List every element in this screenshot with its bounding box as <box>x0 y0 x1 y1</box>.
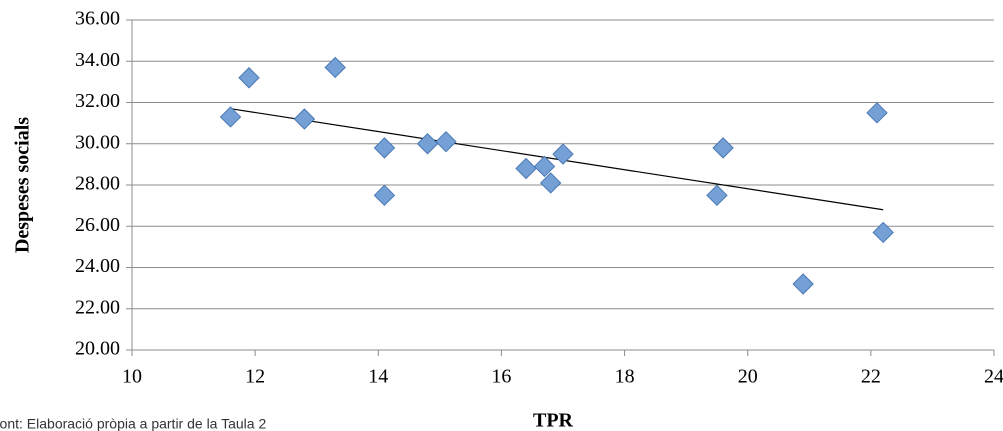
x-tick-label: 22 <box>861 366 881 388</box>
y-tick-label: 30.00 <box>75 131 120 153</box>
point <box>416 133 439 155</box>
x-tick-label: 24 <box>984 366 1003 388</box>
point <box>324 56 346 79</box>
point <box>435 130 457 153</box>
x-tick-label: 10 <box>122 366 142 388</box>
point <box>533 155 556 178</box>
point <box>539 172 562 194</box>
point <box>293 108 316 130</box>
point <box>238 67 260 89</box>
x-tick-label: 12 <box>245 366 265 388</box>
x-axis-label: TPR <box>533 410 574 431</box>
point <box>373 137 396 159</box>
point <box>515 157 537 180</box>
y-tick-label: 36.00 <box>75 8 120 30</box>
x-tick-label: 20 <box>738 366 758 388</box>
y-tick-label: 24.00 <box>75 255 120 277</box>
footnote: Font: Elaboració pròpia a partir de la T… <box>0 416 266 431</box>
y-tick-label: 34.00 <box>75 49 120 71</box>
point <box>792 273 814 295</box>
y-tick-label: 26.00 <box>75 214 120 236</box>
point <box>219 106 242 128</box>
x-tick-label: 16 <box>491 366 511 388</box>
point <box>872 221 894 244</box>
y-tick-label: 22.00 <box>75 296 120 318</box>
x-tick-label: 18 <box>615 366 635 388</box>
point <box>552 143 574 165</box>
point <box>706 184 728 207</box>
point <box>866 102 888 124</box>
y-axis-label: Despeses socials <box>12 117 34 253</box>
point <box>712 137 734 159</box>
y-tick-label: 32.00 <box>75 90 120 112</box>
y-tick-label: 28.00 <box>75 173 120 195</box>
trendline <box>230 108 884 211</box>
x-tick-label: 14 <box>368 366 388 388</box>
point <box>373 184 396 207</box>
y-tick-label: 20.00 <box>75 338 120 360</box>
